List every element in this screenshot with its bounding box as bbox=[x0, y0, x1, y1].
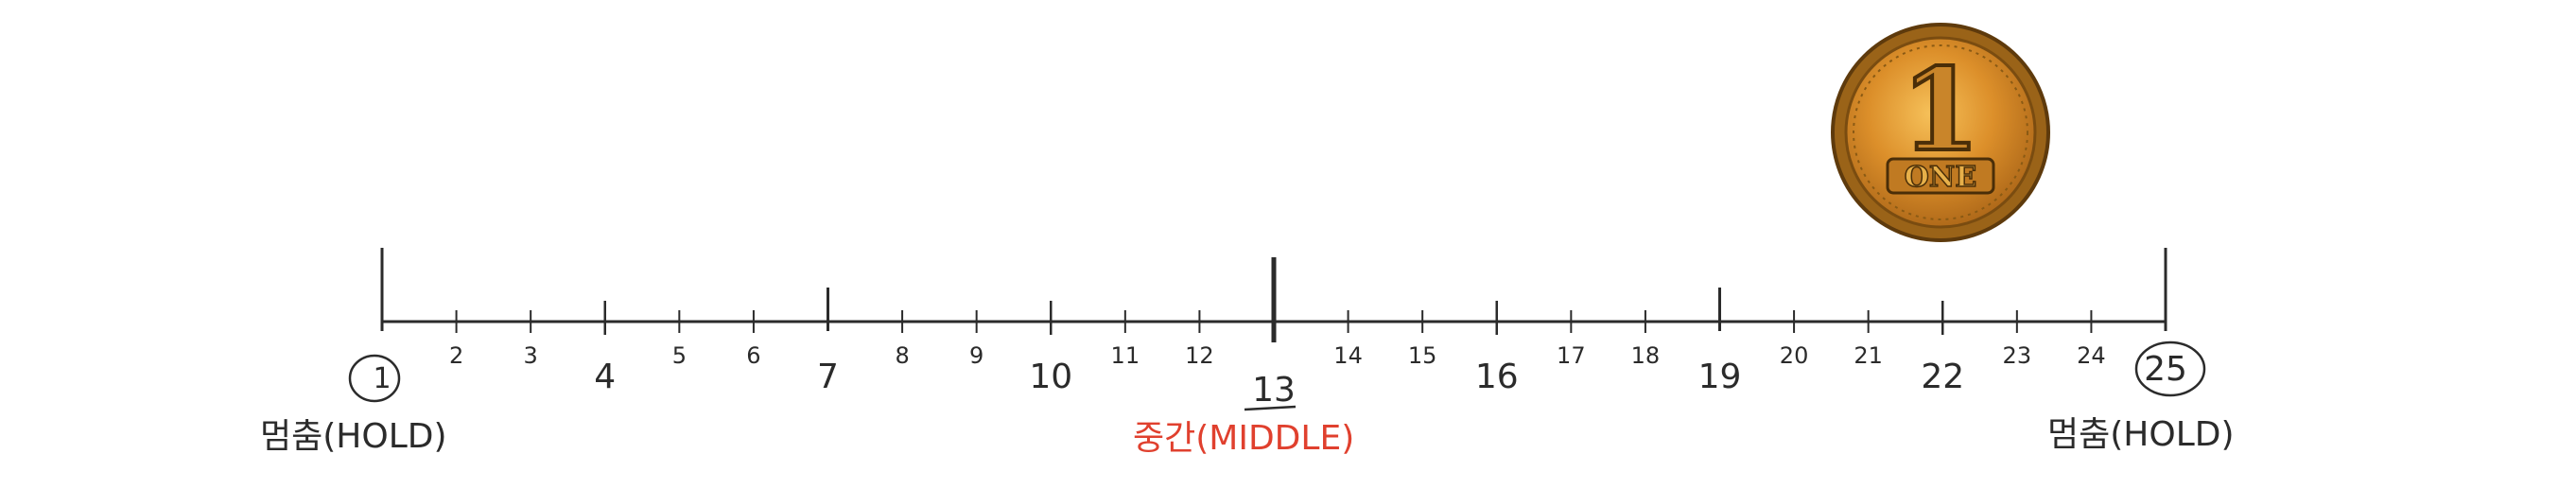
middle-underline bbox=[1244, 405, 1297, 411]
middle-label: 중간(MIDDLE) bbox=[1133, 419, 1354, 458]
tick-label-19: 19 bbox=[1698, 358, 1742, 396]
tick-label-15: 15 bbox=[1408, 342, 1437, 369]
tick-label-13: 13 bbox=[1252, 371, 1296, 410]
circle-mark-start bbox=[348, 354, 401, 403]
tick-label-17: 17 bbox=[1557, 342, 1586, 369]
end-hold-label: 멈춤(HOLD) bbox=[2047, 415, 2235, 454]
tick-label-4: 4 bbox=[594, 358, 616, 396]
tick-label-22: 22 bbox=[1921, 358, 1964, 396]
tick-label-8: 8 bbox=[895, 342, 909, 369]
tick-label-10: 10 bbox=[1029, 358, 1072, 396]
coin-word: ONE bbox=[1905, 161, 1976, 194]
tick-label-7: 7 bbox=[817, 358, 839, 396]
tick-label-20: 20 bbox=[1780, 342, 1809, 369]
start-hold-label: 멈춤(HOLD) bbox=[260, 417, 447, 456]
tick-label-18: 18 bbox=[1631, 342, 1661, 369]
tick-label-3: 3 bbox=[524, 342, 538, 369]
tick-label-12: 12 bbox=[1185, 342, 1214, 369]
tick-label-5: 5 bbox=[672, 342, 687, 369]
tick-label-11: 11 bbox=[1111, 342, 1140, 369]
tick-marks bbox=[380, 248, 2167, 342]
tick-label-9: 9 bbox=[969, 342, 983, 369]
tick-label-24: 24 bbox=[2077, 342, 2106, 369]
tick-label-14: 14 bbox=[1333, 342, 1363, 369]
circle-mark-end bbox=[2134, 341, 2206, 397]
tick-label-25: 25 bbox=[2144, 350, 2187, 389]
tick-label-6: 6 bbox=[746, 342, 760, 369]
tick-label-21: 21 bbox=[1854, 342, 1883, 369]
tick-label-2: 2 bbox=[449, 342, 463, 369]
tick-label-23: 23 bbox=[2003, 342, 2032, 369]
coin-numeral: 1 bbox=[1901, 44, 1980, 177]
tick-label-1: 1 bbox=[373, 362, 391, 395]
tick-label-16: 16 bbox=[1475, 358, 1519, 396]
one-coin: 1 ONE bbox=[1831, 23, 2050, 242]
